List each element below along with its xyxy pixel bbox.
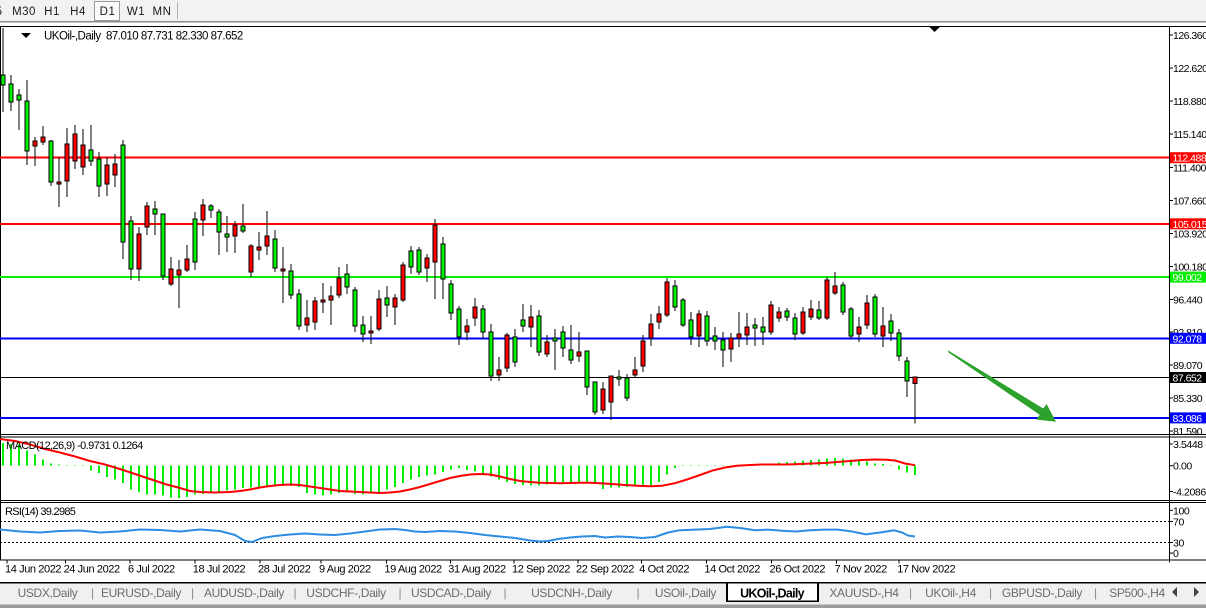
svg-text:17 Nov 2022: 17 Nov 2022 (897, 564, 955, 576)
svg-text:112.488: 112.488 (1173, 153, 1206, 165)
svg-text:|: | (909, 586, 912, 600)
svg-text:14 Oct 2022: 14 Oct 2022 (704, 564, 760, 576)
svg-text:70: 70 (1173, 517, 1184, 529)
svg-text:|: | (989, 586, 992, 600)
svg-text:UKOil-,Daily: UKOil-,Daily (740, 587, 805, 601)
svg-text:AUDUSD-,Daily: AUDUSD-,Daily (204, 586, 284, 600)
svg-text:6 Jul 2022: 6 Jul 2022 (128, 564, 175, 576)
svg-text:USDCHF-,Daily: USDCHF-,Daily (306, 586, 386, 600)
svg-text:USDCNH-,Daily: USDCNH-,Daily (531, 586, 612, 600)
svg-text:M5: M5 (0, 6, 3, 18)
svg-text:|: | (636, 586, 639, 600)
svg-text:19 Aug 2022: 19 Aug 2022 (384, 564, 442, 576)
svg-text:UKOil-,H4: UKOil-,H4 (925, 586, 977, 600)
svg-text:12 Sep 2022: 12 Sep 2022 (512, 564, 570, 576)
svg-text:H4: H4 (70, 6, 86, 18)
svg-text:81.590: 81.590 (1173, 426, 1203, 438)
svg-text:83.086: 83.086 (1173, 413, 1203, 425)
svg-text:|: | (503, 586, 506, 600)
svg-text:UKOil-,Daily 87.010 87.731 82: UKOil-,Daily 87.010 87.731 82.330 87.652 (44, 31, 243, 43)
svg-text:|: | (191, 586, 194, 600)
svg-text:99.002: 99.002 (1173, 272, 1203, 284)
svg-text:107.660: 107.660 (1173, 195, 1206, 207)
svg-text:126.360: 126.360 (1173, 30, 1206, 42)
svg-text:MACD(12,26,9) -0.9731 0.1264: MACD(12,26,9) -0.9731 0.1264 (6, 440, 143, 452)
svg-text:EURUSD-,Daily: EURUSD-,Daily (101, 586, 181, 600)
svg-text:31 Aug 2022: 31 Aug 2022 (448, 564, 506, 576)
svg-text:28 Jul 2022: 28 Jul 2022 (258, 564, 311, 576)
svg-text:96.440: 96.440 (1173, 295, 1203, 307)
svg-text:9 Aug 2022: 9 Aug 2022 (319, 564, 371, 576)
svg-text:92.078: 92.078 (1173, 333, 1203, 345)
svg-text:|: | (293, 586, 296, 600)
svg-text:26 Oct 2022: 26 Oct 2022 (770, 564, 826, 576)
svg-text:XAUUSD-,H4: XAUUSD-,H4 (829, 586, 899, 600)
svg-text:122.620: 122.620 (1173, 63, 1206, 75)
svg-text:87.652: 87.652 (1173, 373, 1203, 385)
svg-text:115.140: 115.140 (1173, 129, 1206, 141)
svg-text:|: | (91, 586, 94, 600)
svg-text:RSI(14) 39.2985: RSI(14) 39.2985 (5, 506, 76, 518)
svg-text:GBPUSD-,Daily: GBPUSD-,Daily (1002, 586, 1082, 600)
svg-text:W1: W1 (127, 6, 145, 18)
svg-text:H1: H1 (44, 6, 60, 18)
svg-text:0.00: 0.00 (1173, 461, 1192, 473)
svg-text:USDCAD-,Daily: USDCAD-,Daily (411, 586, 491, 600)
svg-text:|: | (1094, 586, 1097, 600)
svg-text:USDX,Daily: USDX,Daily (18, 586, 78, 600)
svg-text:SP500-,H4: SP500-,H4 (1109, 586, 1165, 600)
svg-text:85.330: 85.330 (1173, 393, 1203, 405)
svg-text:118.880: 118.880 (1173, 96, 1206, 108)
svg-text:|: | (398, 586, 401, 600)
svg-text:-4.2086: -4.2086 (1173, 487, 1206, 499)
svg-text:14 Jun 2022: 14 Jun 2022 (5, 564, 61, 576)
svg-text:100: 100 (1173, 505, 1190, 517)
svg-text:MN: MN (153, 6, 172, 18)
svg-text:24 Jun 2022: 24 Jun 2022 (64, 564, 120, 576)
svg-text:105.015: 105.015 (1173, 219, 1206, 231)
svg-text:D1: D1 (100, 6, 116, 18)
svg-text:M30: M30 (12, 6, 36, 18)
svg-text:0: 0 (1173, 548, 1179, 560)
svg-text:3.5448: 3.5448 (1173, 439, 1203, 451)
svg-text:4 Oct 2022: 4 Oct 2022 (639, 564, 689, 576)
svg-text:18 Jul 2022: 18 Jul 2022 (193, 564, 246, 576)
svg-text:7 Nov 2022: 7 Nov 2022 (835, 564, 888, 576)
svg-text:22 Sep 2022: 22 Sep 2022 (576, 564, 634, 576)
svg-text:USOil-,Daily: USOil-,Daily (655, 586, 716, 600)
svg-text:89.070: 89.070 (1173, 360, 1203, 372)
